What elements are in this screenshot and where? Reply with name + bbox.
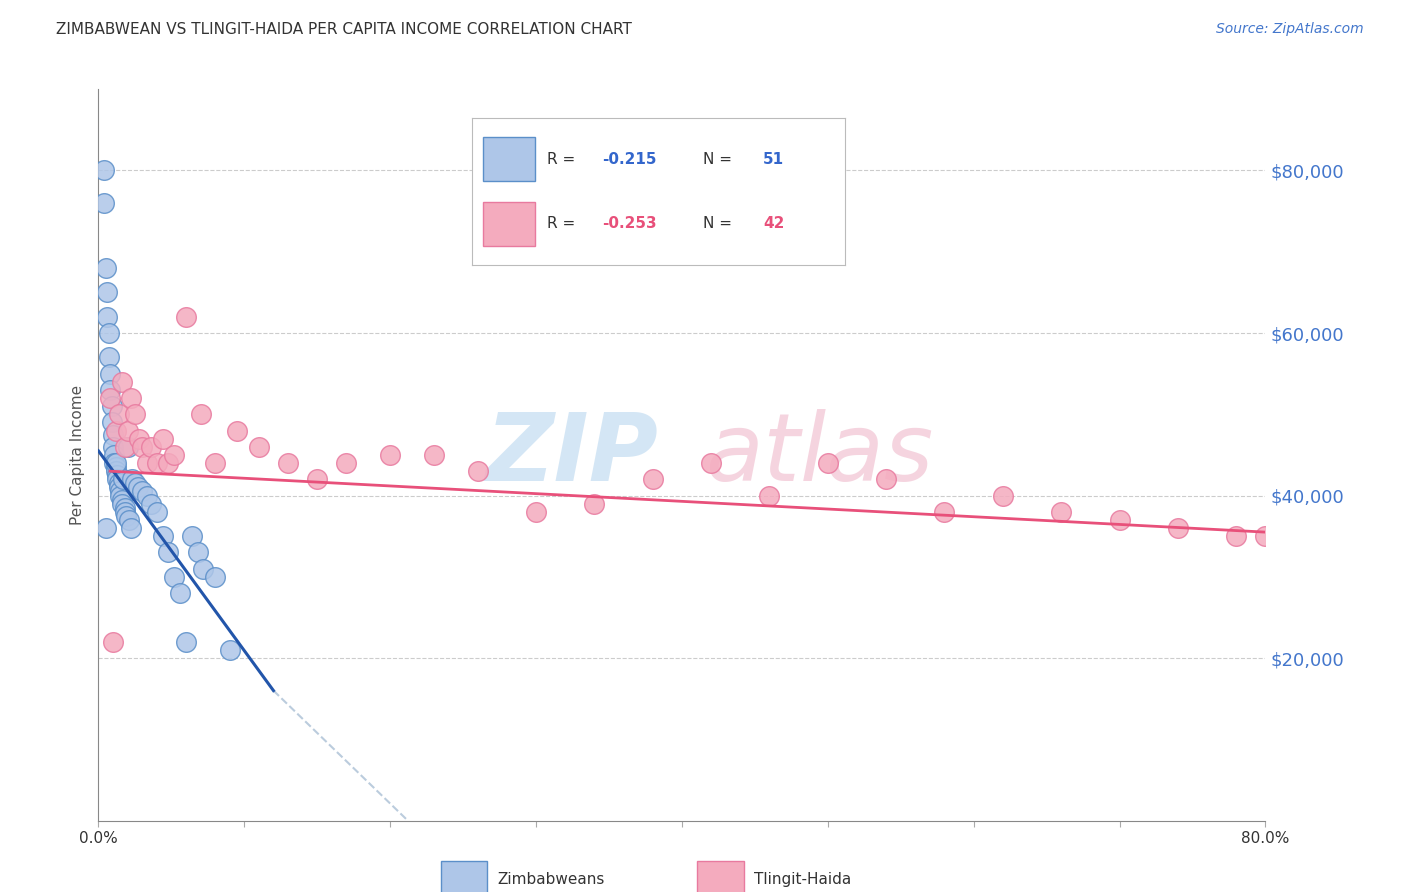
Point [641, 472, 664, 486]
Point [204, 570, 226, 584]
Point [117, 440, 139, 454]
Point [335, 456, 357, 470]
Point [1167, 521, 1189, 535]
Point [135, 489, 157, 503]
Point [128, 432, 150, 446]
Point [97, 326, 120, 340]
Point [218, 643, 240, 657]
Point [1254, 529, 1277, 543]
Point [875, 472, 897, 486]
Point [524, 505, 547, 519]
Point [934, 505, 956, 519]
Point [127, 480, 149, 494]
Point [120, 391, 142, 405]
Text: Source: ZipAtlas.com: Source: ZipAtlas.com [1216, 22, 1364, 37]
Point [226, 424, 249, 438]
Point [112, 472, 135, 486]
Point [104, 456, 127, 470]
Point [98, 367, 121, 381]
Point [124, 476, 146, 491]
Point [94, 521, 117, 535]
Point [118, 513, 141, 527]
Point [1108, 513, 1130, 527]
Point [152, 529, 174, 543]
Point [98, 391, 121, 405]
Point [991, 489, 1014, 503]
Point [131, 484, 153, 499]
Point [94, 260, 117, 275]
Point [152, 432, 174, 446]
Point [108, 476, 131, 491]
Point [174, 635, 197, 649]
Point [124, 407, 146, 421]
Point [110, 489, 132, 503]
Point [157, 456, 180, 470]
Point [817, 456, 839, 470]
Point [101, 427, 124, 442]
Point [117, 424, 139, 438]
Point [96, 310, 118, 324]
Point [104, 464, 127, 478]
Point [204, 456, 226, 470]
Point [103, 448, 125, 462]
Point [139, 497, 162, 511]
Point [111, 375, 134, 389]
Point [104, 460, 127, 475]
Point [105, 472, 128, 486]
Point [103, 456, 125, 470]
Point [120, 521, 142, 535]
Text: ZIMBABWEAN VS TLINGIT-HAIDA PER CAPITA INCOME CORRELATION CHART: ZIMBABWEAN VS TLINGIT-HAIDA PER CAPITA I… [56, 22, 633, 37]
Point [114, 440, 136, 454]
Point [583, 497, 606, 511]
Point [758, 489, 780, 503]
Text: atlas: atlas [706, 409, 934, 500]
Point [700, 456, 723, 470]
Point [100, 399, 122, 413]
Point [115, 508, 138, 523]
Point [174, 310, 197, 324]
Point [121, 472, 143, 486]
Y-axis label: Per Capita Income: Per Capita Income [70, 384, 86, 525]
Point [108, 480, 131, 494]
Point [114, 500, 136, 515]
Point [180, 529, 202, 543]
Point [135, 456, 157, 470]
Point [97, 351, 120, 365]
Point [163, 570, 186, 584]
Point [169, 586, 191, 600]
Point [110, 484, 132, 499]
Point [1225, 529, 1247, 543]
Point [277, 456, 299, 470]
Point [193, 562, 215, 576]
Point [98, 383, 121, 397]
Point [108, 407, 131, 421]
Point [307, 472, 329, 486]
Point [96, 285, 118, 300]
Point [146, 456, 169, 470]
Text: ZIP: ZIP [485, 409, 658, 501]
Point [467, 464, 489, 478]
Point [100, 416, 122, 430]
Point [93, 196, 115, 211]
Point [163, 448, 186, 462]
Point [157, 545, 180, 559]
Point [111, 492, 134, 507]
Point [423, 448, 446, 462]
Point [101, 440, 124, 454]
Point [101, 635, 124, 649]
Point [146, 505, 169, 519]
Point [378, 448, 402, 462]
Point [104, 424, 127, 438]
Point [190, 407, 212, 421]
Point [111, 497, 134, 511]
Point [187, 545, 209, 559]
Point [105, 468, 128, 483]
Point [93, 163, 115, 178]
Point [131, 440, 153, 454]
Point [1050, 505, 1073, 519]
Point [139, 440, 162, 454]
Point [247, 440, 270, 454]
Point [114, 505, 136, 519]
